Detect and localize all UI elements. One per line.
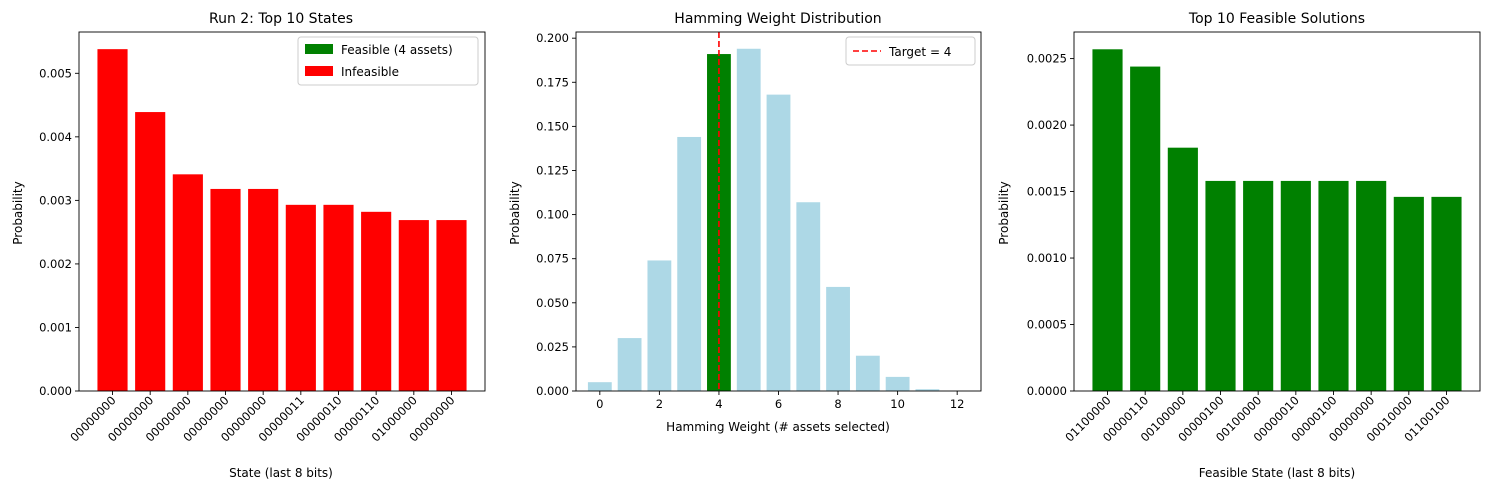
bar [677, 136, 702, 391]
legend-frame [845, 36, 976, 66]
bar [1280, 180, 1311, 391]
chart-feasible-solutions: Top 10 Feasible Solutions Probability Fe… [997, 11, 1481, 480]
y-axis-label: Probability [508, 181, 522, 244]
y-tick-label: 0.000 [39, 384, 72, 398]
y-tick-label: 0.050 [536, 296, 569, 310]
y-tick-label: 0.005 [39, 66, 72, 80]
y-tick-label: 0.125 [536, 163, 569, 177]
y-tick-label: 0.200 [536, 31, 569, 45]
bar [647, 260, 672, 391]
bar [826, 286, 850, 391]
y-tick-label: 0.150 [536, 119, 569, 133]
legend: Feasible (4 assets) Infeasible [297, 36, 479, 86]
chart-top-states: Run 2: Top 10 States Probability State (… [11, 11, 486, 480]
x-tick-label: 2 [656, 397, 663, 411]
x-tick-label: 12 [950, 397, 965, 411]
x-axis-label: Hamming Weight (# assets selected) [666, 420, 890, 434]
legend-label-feasible: Feasible (4 assets) [341, 43, 453, 57]
y-tick-label: 0.0005 [1027, 318, 1067, 332]
bar [248, 188, 279, 391]
bar [617, 338, 642, 391]
x-tick-label: 10 [890, 397, 905, 411]
bar [1356, 180, 1387, 391]
bar [587, 382, 612, 391]
bar [1318, 180, 1349, 391]
legend-swatch-feasible [305, 44, 333, 54]
bar [736, 48, 761, 391]
bar [855, 355, 880, 391]
axes-frame [1073, 31, 1481, 392]
x-tick-label: 0 [596, 397, 603, 411]
plot-area: 0.000 0.025 0.050 0.075 0.100 0.125 0.150 0.175… [536, 31, 982, 411]
bar [766, 94, 791, 391]
y-axis-label: Probability [11, 181, 25, 244]
bar [885, 376, 910, 391]
bar [1092, 49, 1123, 391]
y-tick-label: 0.003 [39, 193, 72, 207]
bar [97, 49, 128, 391]
y-tick-label: 0.100 [536, 208, 569, 222]
y-tick-label: 0.0000 [1027, 384, 1067, 398]
bar [323, 204, 354, 391]
bar [361, 211, 392, 391]
y-tick-label: 0.175 [536, 75, 569, 89]
bar [398, 220, 429, 391]
legend-label-infeasible: Infeasible [341, 65, 399, 79]
bar [172, 174, 203, 391]
legend-frame [297, 36, 479, 86]
chart-title: Run 2: Top 10 States [209, 11, 353, 27]
bar [436, 220, 467, 391]
bar [1393, 196, 1424, 391]
plot-area: 0.0000.0010.0020.0030.0040.0050000000000… [39, 31, 486, 445]
bar [796, 202, 821, 391]
plot-area: 0.00000.00050.00100.00150.00200.00250110… [1027, 31, 1481, 445]
chart-title: Top 10 Feasible Solutions [1188, 11, 1365, 27]
y-tick-label: 0.002 [39, 257, 72, 271]
bar [1431, 196, 1462, 391]
x-tick-label: 4 [715, 397, 722, 411]
x-axis-label: State (last 8 bits) [229, 466, 333, 480]
legend-label-target: Target = 4 [888, 45, 951, 59]
chart-hamming-weight: Hamming Weight Distribution Probability … [508, 11, 982, 434]
legend: Target = 4 [845, 36, 976, 66]
bar [210, 188, 241, 391]
bar [1243, 180, 1274, 391]
y-tick-label: 0.0015 [1027, 185, 1067, 199]
x-tick-label: 6 [775, 397, 782, 411]
y-tick-label: 0.025 [536, 340, 569, 354]
y-tick-label: 0.0010 [1027, 251, 1067, 265]
bar [915, 389, 940, 391]
y-tick-label: 0.0020 [1027, 118, 1067, 132]
y-tick-label: 0.0025 [1027, 52, 1067, 66]
chart-title: Hamming Weight Distribution [674, 11, 881, 27]
x-axis-label: Feasible State (last 8 bits) [1199, 466, 1355, 480]
axes-frame [78, 31, 486, 392]
axes-frame [575, 31, 982, 392]
bar [1167, 147, 1198, 391]
legend-swatch-infeasible [305, 66, 333, 76]
y-tick-label: 0.001 [39, 320, 72, 334]
bar [135, 112, 166, 391]
x-tick-label: 8 [834, 397, 841, 411]
y-axis-label: Probability [997, 181, 1011, 244]
y-tick-label: 0.075 [536, 252, 569, 266]
bar [1130, 66, 1161, 391]
y-tick-label: 0.000 [536, 384, 569, 398]
y-tick-label: 0.004 [39, 130, 72, 144]
bar [1205, 180, 1236, 391]
bar [285, 204, 316, 391]
